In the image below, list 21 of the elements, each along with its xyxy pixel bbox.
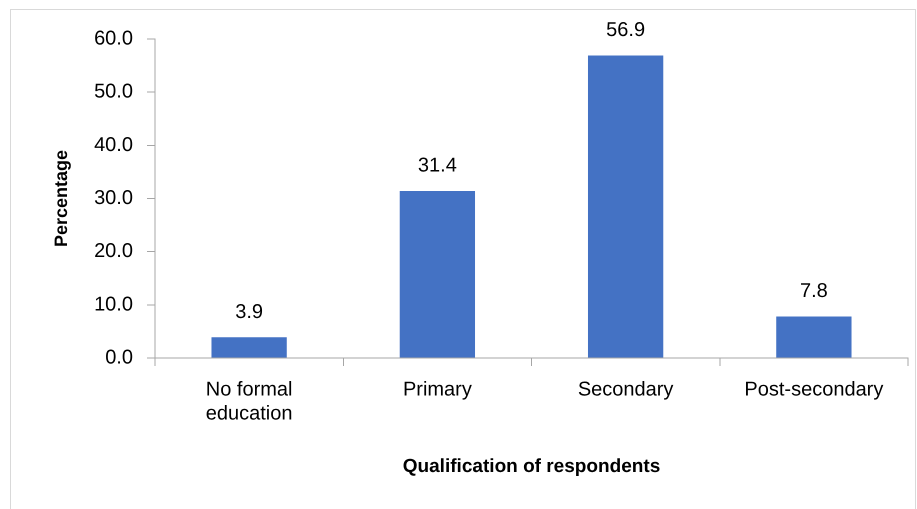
y-tick-label: 50.0 [94, 80, 133, 103]
y-axis-title: Percentage [50, 150, 71, 248]
bar [776, 316, 852, 358]
y-tick-label: 40.0 [94, 134, 133, 156]
x-tick-label: Post-secondary [744, 378, 884, 401]
x-axis-title: Qualification of respondents [402, 456, 660, 477]
x-tick-label: Primary [402, 378, 472, 401]
y-tick-label: 20.0 [94, 240, 133, 262]
bar [588, 55, 664, 358]
data-label: 7.8 [800, 280, 828, 302]
y-tick-label: 0.0 [105, 346, 133, 369]
data-label: 31.4 [418, 154, 457, 177]
y-tick-label: 30.0 [94, 187, 133, 210]
y-tick-label: 60.0 [94, 28, 133, 50]
x-tick-label: Secondary [578, 378, 674, 401]
data-label: 56.9 [606, 18, 646, 41]
bar [400, 191, 476, 358]
data-label: 3.9 [235, 300, 264, 323]
y-tick-label: 10.0 [94, 293, 133, 316]
x-tick-label: No formal education [206, 378, 292, 425]
bar [211, 337, 287, 358]
